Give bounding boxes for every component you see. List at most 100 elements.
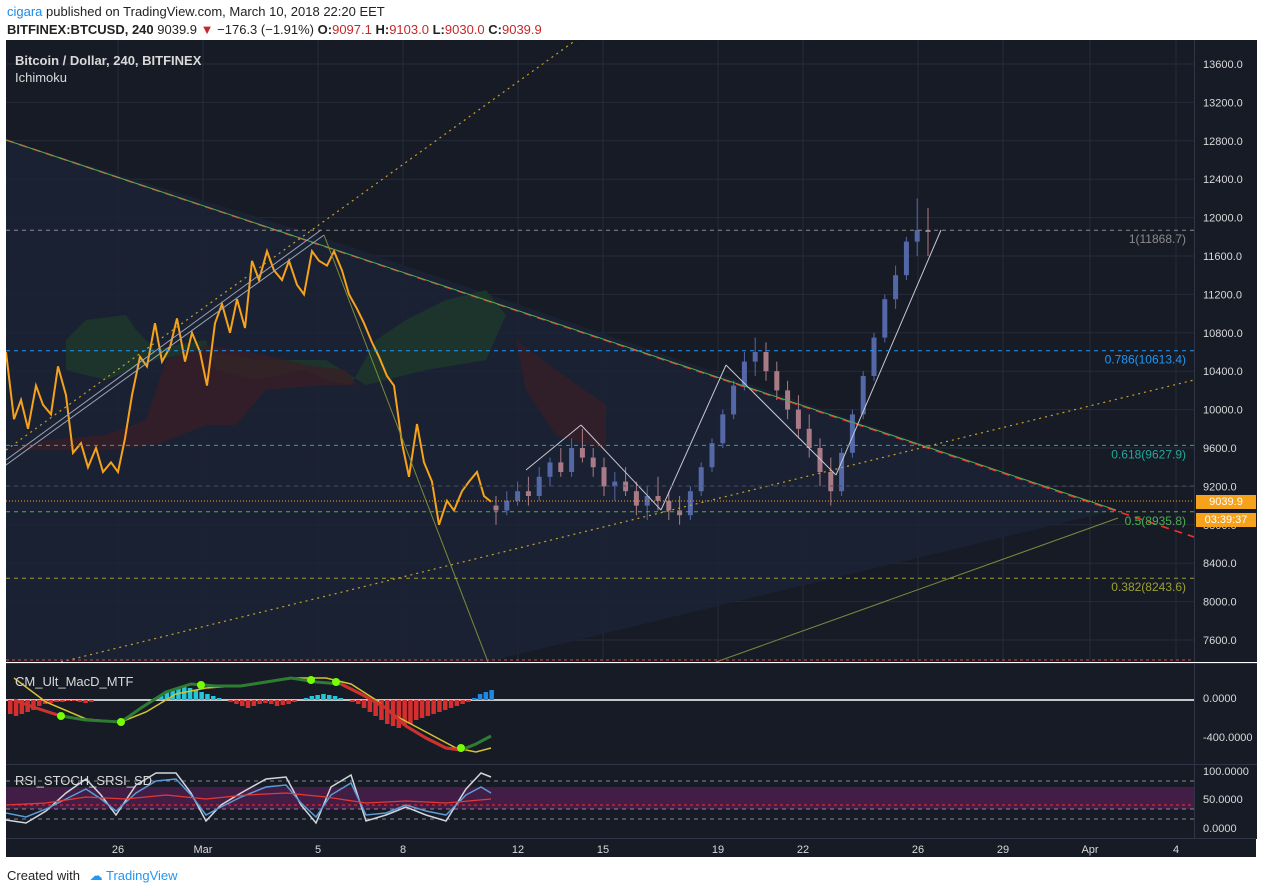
macd-histogram-bar (205, 694, 210, 700)
price-tick-label: 9600.0 (1203, 443, 1237, 455)
drop-line (323, 234, 489, 662)
green-trendline (6, 139, 1117, 511)
macd-histogram-bar (448, 700, 454, 708)
macd-histogram-bar (245, 700, 251, 708)
wave-line-2 (580, 424, 662, 511)
high-label: H: (375, 22, 390, 37)
fib-level-label: 0.786(10613.4) (1105, 353, 1186, 367)
open-label: O: (317, 22, 333, 37)
price-axis[interactable]: 13600.0 13200.0 12800.0 12400.0 12000.0 11600… (1194, 40, 1257, 662)
macd-histogram-bar (71, 700, 77, 701)
price-tick-label: 13200.0 (1203, 97, 1243, 109)
macd-histogram-bar (19, 700, 25, 714)
macd-histogram-bar (338, 698, 344, 700)
macd-histogram-bar (489, 690, 494, 700)
macd-histogram-bar (419, 700, 425, 718)
macd-line-red-segment-2 (340, 682, 462, 752)
price-tick-label: 11600.0 (1203, 251, 1242, 263)
macd-histogram-bar (373, 700, 378, 716)
rising-line (715, 517, 1119, 662)
chart-header: cigara published on TradingView.com, Mar… (0, 0, 1262, 40)
macd-axis-zero: 0.0000 (1203, 693, 1237, 705)
macd-histogram-bar (454, 700, 460, 706)
price-chart-svg[interactable]: 1(11868.7) 0.786(10613.4) 0.618(9627.9) 0.5… (6, 40, 1194, 662)
price-tick-label: 12000.0 (1203, 213, 1243, 225)
macd-histogram-bar (332, 696, 338, 700)
macd-histogram-bar (187, 688, 193, 700)
last-price-badge: 9039.9 (1196, 495, 1256, 509)
macd-histogram-bar (315, 695, 320, 700)
rsi-axis-100: 100.0000 (1203, 766, 1249, 778)
candle-body (893, 275, 899, 300)
macd-histogram-bar (48, 700, 54, 703)
candle-body (860, 376, 866, 415)
macd-histogram-bar (472, 698, 477, 700)
channel-line-2 (6, 234, 325, 466)
candle-body (914, 230, 920, 242)
candle-body (569, 448, 575, 472)
candle-body (579, 448, 585, 458)
candle-body (644, 496, 650, 506)
price-pane[interactable]: 1(11868.7) 0.786(10613.4) 0.618(9627.9) 0.5… (6, 40, 1194, 662)
price-tick-label: 8400.0 (1203, 558, 1237, 570)
macd-cross-dot (332, 678, 340, 686)
candle-body (547, 462, 553, 477)
macd-histogram-bar (228, 700, 233, 702)
candle-body (752, 352, 758, 362)
price-tick-label: 9200.0 (1203, 481, 1237, 493)
tradingview-link[interactable]: TradingView (106, 868, 178, 883)
price-change: −176.3 (−1.91%) (217, 22, 315, 37)
macd-histogram-bar (309, 696, 315, 700)
macd-histogram-bar (211, 696, 216, 700)
macd-signal-line (13, 677, 492, 753)
price-axis-svg: 13600.0 13200.0 12800.0 12400.0 12000.0 11600… (1203, 59, 1243, 647)
macd-axis: 0.0000 -400.0000 (1194, 663, 1257, 764)
macd-histogram-bar (460, 700, 465, 704)
macd-histogram-bar (216, 698, 222, 700)
candle-body (709, 443, 715, 468)
publisher-link[interactable]: cigara (7, 4, 43, 19)
macd-histogram-bar (77, 700, 83, 702)
macd-histogram-bar (408, 700, 413, 724)
candle-body (655, 496, 661, 501)
time-axis[interactable]: 26 Mar 5 8 12 15 19 22 26 29 Apr 4 (6, 838, 1256, 858)
macd-cross-dot (57, 712, 65, 720)
low-label: L: (432, 22, 445, 37)
macd-histogram-bar (251, 700, 257, 706)
macd-histogram-bar (60, 700, 65, 702)
macd-histogram-bar (263, 700, 268, 703)
last-price: 9039.9 (157, 22, 198, 37)
macd-histogram-bar (37, 700, 42, 706)
candle-body (698, 467, 704, 492)
macd-histogram-bar (303, 698, 309, 700)
candle-body (741, 361, 747, 386)
channel-line-1 (6, 229, 322, 461)
candle-body (903, 241, 909, 276)
macd-histogram-bar (274, 700, 280, 706)
down-arrow-icon: ▼ (200, 22, 214, 37)
macd-cross-dot (117, 718, 125, 726)
symbol-ohlc-line: BITFINEX:BTCUSD, 240 9039.9 ▼ −176.3 (−1… (7, 22, 542, 37)
candle-body (633, 491, 639, 506)
stoch-line (6, 772, 492, 825)
time-tick-label: Mar (194, 844, 213, 856)
ichimoku-cloud-bear (6, 345, 356, 450)
symbol-label: BITFINEX:BTCUSD, 240 (7, 22, 154, 37)
macd-pane[interactable]: CM_Ult_MacD_MTF (6, 663, 1194, 764)
candle-body (720, 414, 726, 444)
price-tick-label: 7600.0 (1203, 635, 1237, 647)
macd-histogram-bar (367, 700, 373, 712)
candle-body (795, 409, 801, 429)
price-line-series (6, 247, 492, 526)
time-tick-label: 5 (315, 844, 321, 856)
macd-histogram-bar (286, 700, 291, 704)
candle-body (525, 491, 531, 496)
time-tick-label: 8 (400, 844, 406, 856)
macd-histogram-bar (193, 690, 199, 700)
time-axis-svg: 26 Mar 5 8 12 15 19 22 26 29 Apr 4 (112, 844, 1179, 856)
candle-body (731, 385, 737, 415)
candle-body (817, 448, 823, 472)
macd-cross-dot (197, 681, 205, 689)
candle-body (601, 467, 607, 487)
rsi-pane[interactable]: RSI_STOCH_SRSI_SD (6, 764, 1194, 839)
